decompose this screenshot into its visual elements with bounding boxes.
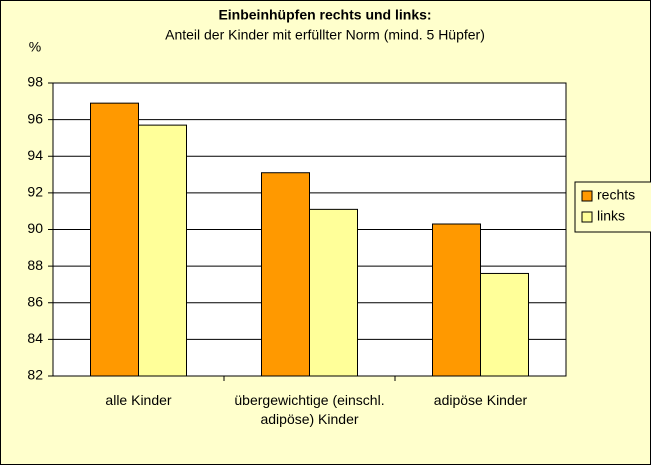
x-tick-label: übergewichtige (einschl. adipöse) Kinder [234, 392, 385, 427]
chart-subtitle: Anteil der Kinder mit erfüllter Norm (mi… [165, 27, 485, 43]
y-tick-label: 94 [27, 147, 43, 163]
bar [90, 102, 139, 377]
chart-title: Einbeinhüpfen rechts und links: [218, 7, 431, 23]
y-tick-label: 92 [27, 184, 43, 200]
bar [261, 172, 310, 377]
legend-label: links [597, 208, 625, 224]
x-tick-label: alle Kinder [105, 392, 172, 408]
legend-swatch [581, 190, 593, 202]
x-tick-label: adipöse Kinder [433, 392, 528, 408]
bar [138, 124, 187, 377]
bar [432, 223, 481, 377]
y-tick-label: 84 [27, 330, 43, 346]
y-axis-label: % [29, 39, 41, 55]
bar [309, 208, 358, 377]
y-tick-label: 96 [27, 110, 43, 126]
legend-swatch [581, 211, 593, 223]
bar [480, 272, 529, 377]
y-tick-label: 82 [27, 367, 43, 383]
legend-box [574, 181, 651, 233]
legend-label: rechts [597, 187, 635, 203]
y-tick-label: 86 [27, 293, 43, 309]
plot-border [52, 82, 567, 377]
y-tick-label: 90 [27, 220, 43, 236]
y-tick-label: 98 [27, 74, 43, 90]
y-tick-label: 88 [27, 257, 43, 273]
